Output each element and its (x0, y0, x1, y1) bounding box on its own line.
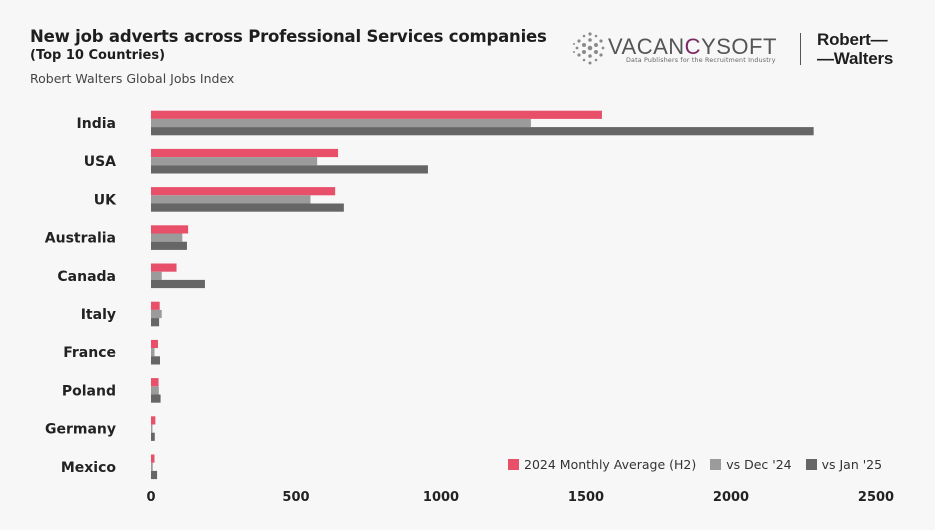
bar-india-series-0 (151, 110, 602, 119)
bar-poland-series-2 (151, 394, 161, 403)
category-label-mexico: Mexico (61, 460, 117, 476)
bar-mexico-series-1 (151, 462, 153, 471)
bar-uk-series-1 (151, 195, 311, 204)
bar-germany-series-0 (151, 416, 156, 425)
category-label-poland: Poland (62, 383, 116, 399)
x-tick-label-2000: 2000 (713, 490, 749, 505)
bar-france-series-2 (151, 356, 160, 365)
bar-canada-series-0 (151, 263, 177, 272)
bar-france-series-1 (151, 348, 155, 357)
bar-usa-series-1 (151, 157, 318, 166)
bar-australia-series-0 (151, 225, 189, 234)
bar-usa-series-2 (151, 165, 428, 174)
bar-india-series-2 (151, 127, 814, 136)
legend-swatch-dec (710, 459, 722, 470)
bar-canada-series-1 (151, 271, 162, 280)
bar-italy-series-1 (151, 309, 162, 319)
x-tick-label-1500: 1500 (568, 490, 604, 505)
x-tick-label-500: 500 (282, 490, 309, 505)
category-label-germany: Germany (45, 422, 116, 438)
robert-walters-logo: Robert— —Walters (817, 30, 893, 68)
category-label-australia: Australia (45, 231, 116, 247)
bar-canada-series-2 (151, 279, 205, 289)
vacancysoft-logo: VACANCYSOFT Data Publishers for the Recr… (572, 30, 790, 70)
vacancysoft-wordmark: VACANCYSOFT (608, 34, 777, 60)
bar-poland-series-1 (151, 386, 159, 395)
legend-item-dec: vs Dec '24 (710, 457, 792, 472)
vacancysoft-wordmark-c: C (684, 34, 702, 59)
bar-mexico-series-2 (151, 470, 158, 480)
category-label-india: India (77, 116, 116, 132)
category-label-uk: UK (94, 192, 117, 208)
legend-item-jan: vs Jan '25 (805, 457, 883, 472)
bar-uk-series-2 (151, 203, 344, 212)
chart-legend: 2024 Monthly Average (H2) vs Dec '24 vs … (508, 457, 896, 472)
bar-mexico-series-0 (151, 454, 155, 463)
bar-uk-series-0 (151, 187, 336, 196)
bar-germany-series-2 (151, 432, 155, 441)
bar-australia-series-2 (151, 241, 187, 250)
bar-usa-series-0 (151, 148, 339, 158)
vacancysoft-tagline: Data Publishers for the Recruitment Indu… (626, 57, 776, 64)
legend-swatch-2024 (508, 459, 519, 470)
bar-poland-series-0 (151, 378, 159, 387)
chart-subtitle: (Top 10 Countries) (30, 48, 166, 63)
x-tick-label-0: 0 (146, 490, 155, 505)
legend-label-jan: vs Jan '25 (821, 457, 883, 472)
vacancysoft-wordmark-a: VACAN (608, 34, 685, 59)
legend-swatch-jan (805, 459, 817, 470)
bar-australia-series-1 (151, 233, 183, 242)
legend-item-2024: 2024 Monthly Average (H2) (508, 457, 696, 472)
legend-label-dec: vs Dec '24 (726, 457, 792, 472)
bar-india-series-1 (151, 118, 531, 128)
category-label-canada: Canada (57, 269, 116, 285)
x-tick-label-2500: 2500 (858, 490, 894, 505)
bar-italy-series-0 (151, 301, 160, 310)
chart-source: Robert Walters Global Jobs Index (30, 71, 235, 86)
legend-label-2024: 2024 Monthly Average (H2) (524, 457, 697, 472)
vacancysoft-wordmark-b: YSOFT (701, 34, 777, 59)
chart-title: New job adverts across Professional Serv… (30, 27, 547, 46)
category-label-italy: Italy (81, 307, 116, 323)
robert-walters-line1: Robert— (817, 30, 888, 49)
bar-germany-series-1 (151, 424, 153, 433)
bar-italy-series-2 (151, 318, 160, 327)
bar-france-series-0 (151, 339, 158, 349)
x-tick-label-1000: 1000 (423, 490, 459, 505)
robert-walters-line2: —Walters (817, 49, 894, 68)
category-label-usa: USA (84, 154, 116, 170)
vacancysoft-dots-icon (573, 32, 605, 65)
logo-divider (800, 33, 801, 65)
category-label-france: France (63, 345, 116, 361)
